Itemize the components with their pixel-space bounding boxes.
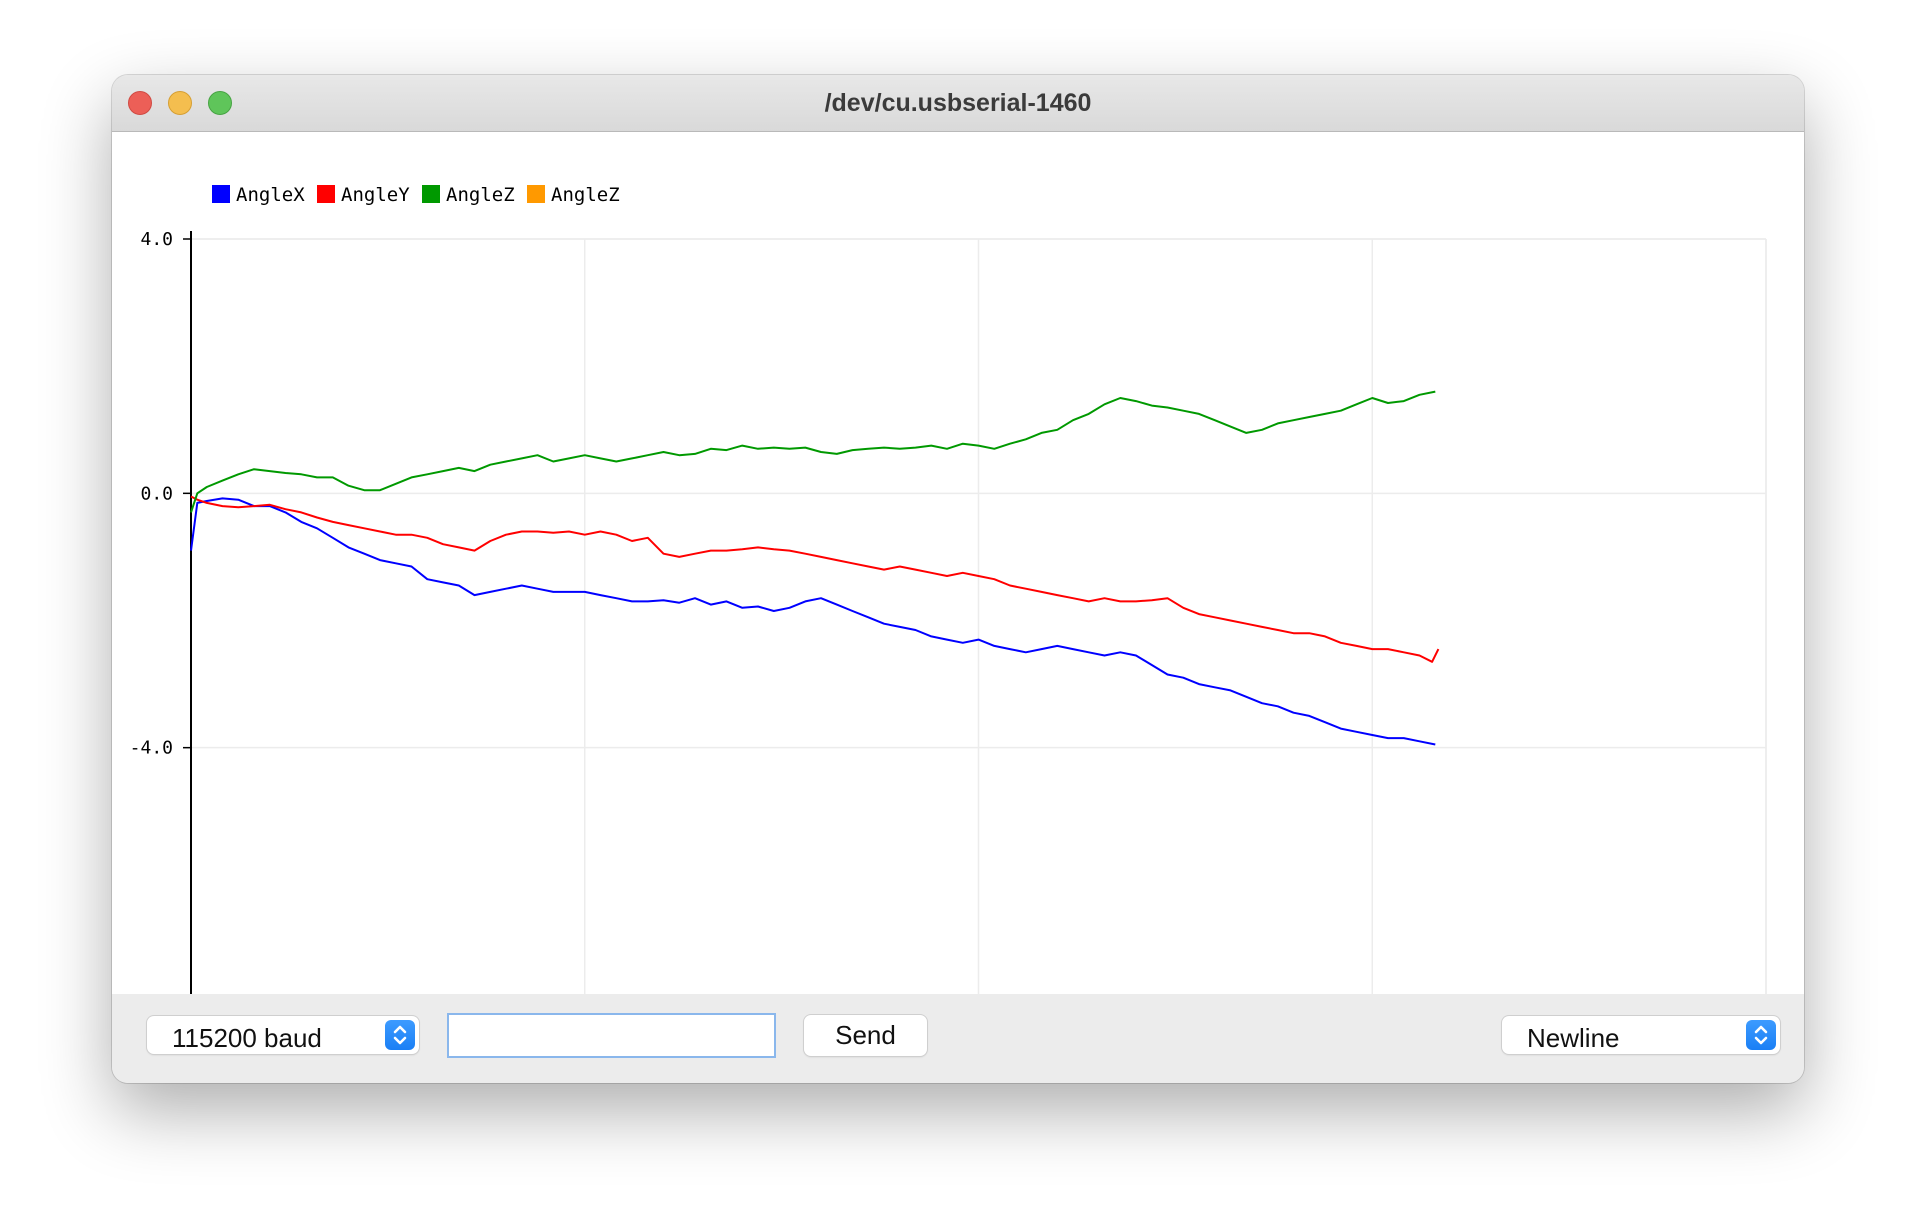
series-line-angley xyxy=(190,495,1440,663)
y-tick-label: -4.0 xyxy=(130,738,173,759)
legend-swatch-angley xyxy=(317,185,335,203)
updown-chevron-icon xyxy=(1746,1020,1776,1050)
plotter-window: /dev/cu.usbserial-1460 01252503755004.00… xyxy=(112,75,1804,1083)
chart-canvas: 01252503755004.00.0-4.0-8.0AngleXAngleYA… xyxy=(130,184,1767,994)
legend-swatch-anglex xyxy=(212,185,230,203)
legend-label-anglez: AngleZ xyxy=(446,184,515,206)
line-ending-value: Newline xyxy=(1527,1023,1620,1053)
y-tick-label: 4.0 xyxy=(140,229,173,250)
baud-rate-select[interactable]: 115200 baud xyxy=(147,1016,419,1054)
bottom-toolbar: 115200 baud Send Newline xyxy=(112,994,1804,1083)
series-line-anglex xyxy=(190,497,1436,746)
window-title: /dev/cu.usbserial-1460 xyxy=(824,89,1092,117)
legend-label-angley: AngleY xyxy=(341,184,410,206)
send-message-input[interactable] xyxy=(447,1013,776,1058)
zoom-window-button[interactable] xyxy=(208,91,232,115)
updown-chevron-icon xyxy=(385,1020,415,1050)
minimize-window-button[interactable] xyxy=(168,91,192,115)
legend-swatch-anglez xyxy=(422,185,440,203)
serial-plotter-chart: 01252503755004.00.0-4.0-8.0AngleXAngleYA… xyxy=(112,132,1804,994)
series-line-anglez xyxy=(190,390,1436,513)
close-window-button[interactable] xyxy=(128,91,152,115)
y-tick-label: -8.0 xyxy=(130,992,173,994)
y-tick-label: 0.0 xyxy=(140,483,173,504)
legend-swatch-anglez xyxy=(527,185,545,203)
legend-label-anglez: AngleZ xyxy=(551,184,620,206)
send-button[interactable]: Send xyxy=(804,1015,927,1056)
baud-rate-value: 115200 baud xyxy=(172,1023,322,1053)
title-bar[interactable]: /dev/cu.usbserial-1460 xyxy=(112,75,1804,132)
line-ending-select[interactable]: Newline xyxy=(1502,1016,1780,1054)
legend-label-anglex: AngleX xyxy=(236,184,305,206)
